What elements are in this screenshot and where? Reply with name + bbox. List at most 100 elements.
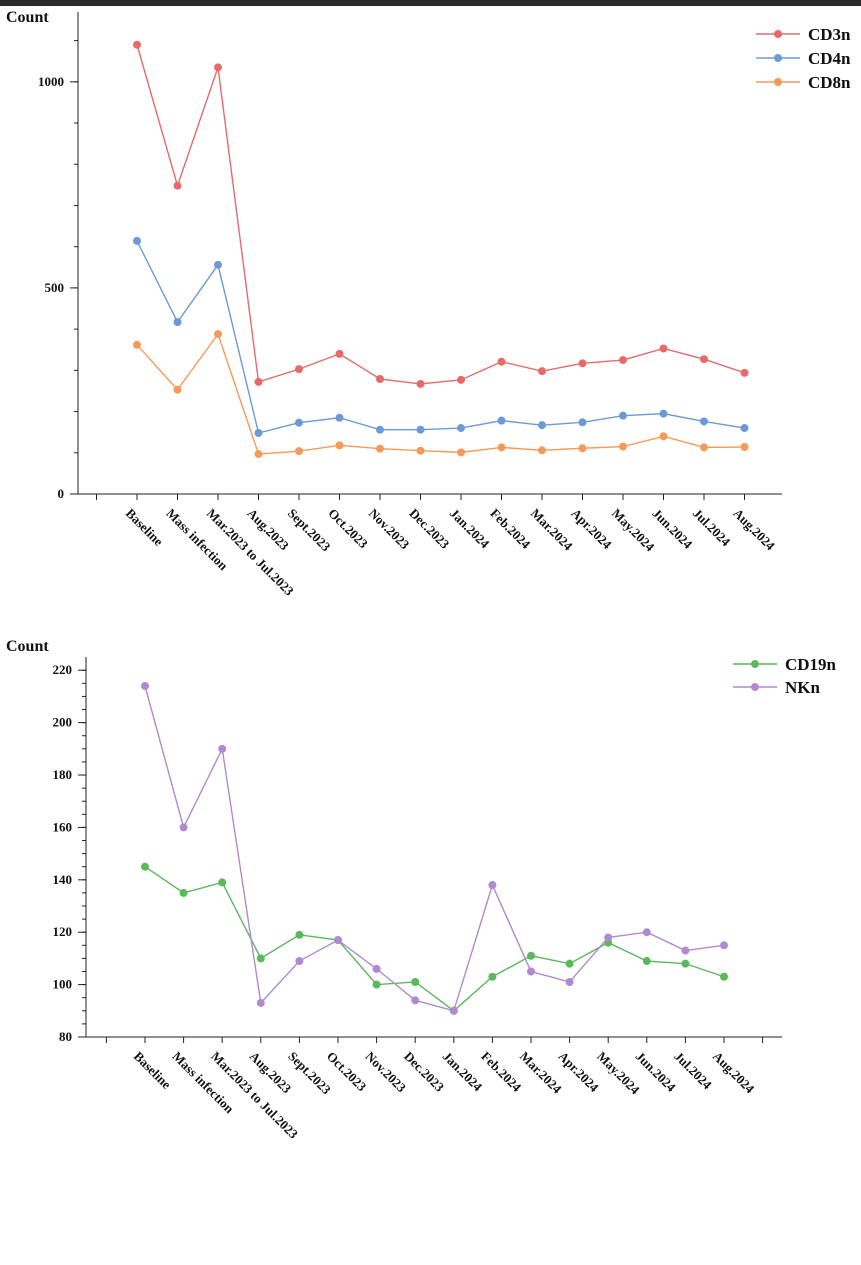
data-point-nkn-nov-2023 [372,964,381,973]
x-tick-label-jun-2024: Jun.2024 [649,506,695,552]
x-tick-label-dec-2023: Dec.2023 [406,506,452,552]
data-point-cd19n-baseline [141,862,149,871]
data-point-cd19n-sept-2023 [295,930,304,939]
y-axis-label: Count [6,638,49,655]
data-point-cd8n-mar-2023-to-jul-2023 [214,330,222,339]
data-point-cd3n-feb-2024 [497,357,506,366]
legend-label-cd4n: CD4n [808,49,851,68]
x-tick-label-aug-2024: Aug.2024 [730,506,778,554]
legend-label-nkn: NKn [785,678,821,697]
data-point-cd4n-mar-2023-to-jul-2023 [214,260,222,269]
data-point-nkn-dec-2023 [411,996,420,1005]
data-point-nkn-mar-2023-to-jul-2023 [218,744,227,753]
data-point-cd8n-dec-2023 [416,446,425,455]
data-point-cd8n-baseline [133,340,141,349]
data-point-cd4n-jun-2024 [659,409,668,418]
data-point-cd3n-aug-2023 [254,377,263,386]
series-line-cd4n [136,240,745,434]
data-point-cd3n-baseline [133,40,141,49]
data-point-cd3n-dec-2023 [416,379,425,388]
x-tick-label-sept-2023: Sept.2023 [285,506,334,555]
y-tick-label: 220 [53,662,73,677]
legend-marker-cd4n [774,54,782,62]
data-point-cd8n-jun-2024 [659,432,668,441]
data-point-cd19n-jul-2024 [681,959,690,968]
data-point-cd8n-may-2024 [619,442,627,451]
data-point-cd3n-oct-2023 [335,349,344,358]
y-tick-label: 160 [53,819,73,834]
x-tick-label-may-2024: May.2024 [609,506,658,555]
y-tick-label: 0 [58,486,65,501]
y-tick-label: 500 [45,280,65,295]
data-point-cd19n-dec-2023 [411,977,420,986]
x-tick-label-baseline: Baseline [123,506,166,549]
y-tick-label: 100 [53,977,73,992]
figure-page: Count 0 500 1000 Baseline Mass infection Mar.2… [0,6,861,1265]
y-tick-label: 80 [59,1029,72,1044]
data-point-cd3n-sept-2023 [295,365,303,374]
data-point-cd3n-apr-2024 [578,359,587,368]
data-point-cd3n-jun-2024 [659,344,668,353]
data-point-cd19n-mar-2023-to-jul-2023 [218,878,227,887]
data-point-cd4n-jul-2024 [700,417,708,426]
data-point-cd4n-feb-2024 [497,416,506,425]
data-point-cd8n-mass-infection [173,385,182,394]
data-point-cd8n-feb-2024 [497,443,506,452]
data-point-cd3n-mar-2024 [538,367,546,376]
series-line-nkn [144,685,725,1012]
data-point-cd4n-may-2024 [619,411,627,420]
data-point-cd4n-oct-2023 [335,413,344,422]
data-point-cd19n-aug-2024 [720,972,728,981]
data-point-nkn-sept-2023 [295,957,304,966]
data-point-cd3n-mass-infection [173,181,182,190]
data-point-cd4n-jan-2024 [457,424,465,433]
data-point-nkn-feb-2024 [488,881,497,890]
data-point-cd19n-apr-2024 [565,959,574,968]
data-point-nkn-may-2024 [604,933,613,942]
x-tick-label-apr-2024: Apr.2024 [555,1049,602,1096]
legend-marker-cd8n [774,78,782,86]
data-point-cd4n-mar-2024 [538,421,546,430]
legend-marker-cd19n [751,660,759,668]
x-tick-label-nov-2023: Nov.2023 [366,506,413,553]
data-point-cd4n-aug-2024 [740,424,749,433]
legend-label-cd19n: CD19n [785,655,837,674]
x-tick-label-jan-2024: Jan.2024 [447,506,493,552]
data-point-cd19n-feb-2024 [488,972,497,981]
x-tick-label-feb-2024: Feb.2024 [478,1049,524,1095]
data-point-nkn-aug-2024 [720,941,728,950]
x-tick-label-baseline: Baseline [131,1049,174,1092]
data-point-cd4n-mass-infection [173,318,182,327]
data-point-cd3n-jul-2024 [700,355,708,364]
data-point-nkn-oct-2023 [334,936,342,945]
data-point-cd3n-mar-2023-to-jul-2023 [214,63,222,72]
data-point-nkn-mass-infection [179,823,188,832]
x-tick-label-apr-2024: Apr.2024 [568,506,615,553]
legend-marker-cd3n [774,30,782,38]
legend-marker-nkn [751,683,759,691]
y-tick-label: 140 [53,872,73,887]
data-point-cd19n-jun-2024 [642,957,651,966]
data-point-cd8n-oct-2023 [335,441,344,450]
data-point-nkn-jul-2024 [681,946,690,955]
data-point-nkn-apr-2024 [565,977,574,986]
data-point-cd4n-aug-2023 [254,428,263,437]
data-point-nkn-mar-2024 [527,967,535,976]
x-tick-label-jul-2024: Jul.2024 [671,1049,715,1093]
data-point-cd3n-aug-2024 [740,368,749,377]
data-point-cd8n-apr-2024 [578,444,587,453]
y-tick-label: 120 [53,924,73,939]
series-line-cd8n [136,332,745,455]
y-tick-label: 200 [53,715,73,730]
data-point-cd3n-may-2024 [619,356,627,365]
data-point-cd8n-jan-2024 [457,448,465,457]
data-point-nkn-jan-2024 [449,1006,458,1015]
data-point-cd8n-aug-2024 [740,443,749,452]
data-point-cd3n-nov-2023 [376,375,384,384]
data-point-nkn-baseline [141,681,149,690]
y-axis-label: Count [6,9,49,26]
y-tick-label: 1000 [38,74,64,89]
x-tick-label-nov-2023: Nov.2023 [362,1049,409,1096]
data-point-cd8n-aug-2023 [254,450,263,459]
